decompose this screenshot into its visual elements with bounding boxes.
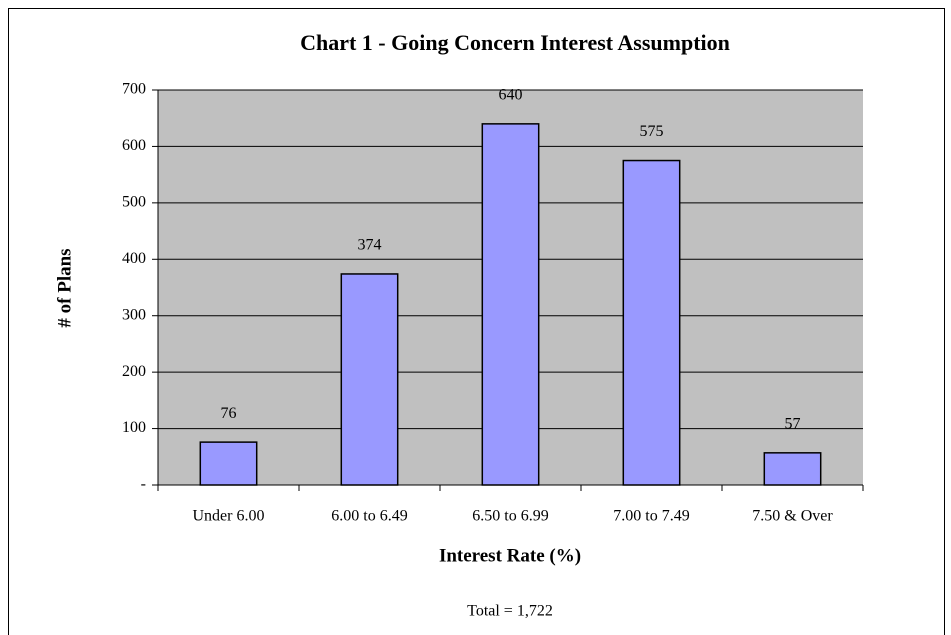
y-tick-label: 600 bbox=[122, 137, 146, 154]
data-label: 76 bbox=[221, 405, 237, 422]
y-tick-label: 500 bbox=[122, 194, 146, 211]
y-axis-label: # of Plans bbox=[54, 248, 75, 327]
bar bbox=[199, 441, 258, 486]
y-tick-label: 300 bbox=[122, 306, 146, 323]
chart-title: Chart 1 - Going Concern Interest Assumpt… bbox=[300, 30, 730, 55]
x-tick-label: Under 6.00 bbox=[193, 508, 265, 525]
data-label: 640 bbox=[499, 87, 523, 104]
data-label: 57 bbox=[785, 416, 801, 433]
x-tick-label: 7.00 to 7.49 bbox=[613, 508, 689, 525]
y-tick-label: 400 bbox=[122, 250, 146, 267]
bar bbox=[481, 123, 540, 486]
x-tick-label: 6.50 to 6.99 bbox=[472, 508, 548, 525]
bar bbox=[340, 273, 399, 486]
bar bbox=[763, 452, 822, 486]
data-label: 575 bbox=[640, 123, 664, 140]
annotation: Total = 1,722 bbox=[467, 603, 553, 620]
y-tick-label: 100 bbox=[122, 419, 146, 436]
x-axis-label: Interest Rate (%) bbox=[439, 545, 581, 566]
y-tick-label: 700 bbox=[122, 81, 146, 98]
data-label: 374 bbox=[358, 237, 382, 254]
bar bbox=[622, 159, 681, 486]
y-tick-label: - bbox=[141, 476, 146, 493]
x-tick-label: 6.00 to 6.49 bbox=[331, 508, 407, 525]
x-tick-label: 7.50 & Over bbox=[752, 508, 833, 525]
y-tick-label: 200 bbox=[122, 363, 146, 380]
